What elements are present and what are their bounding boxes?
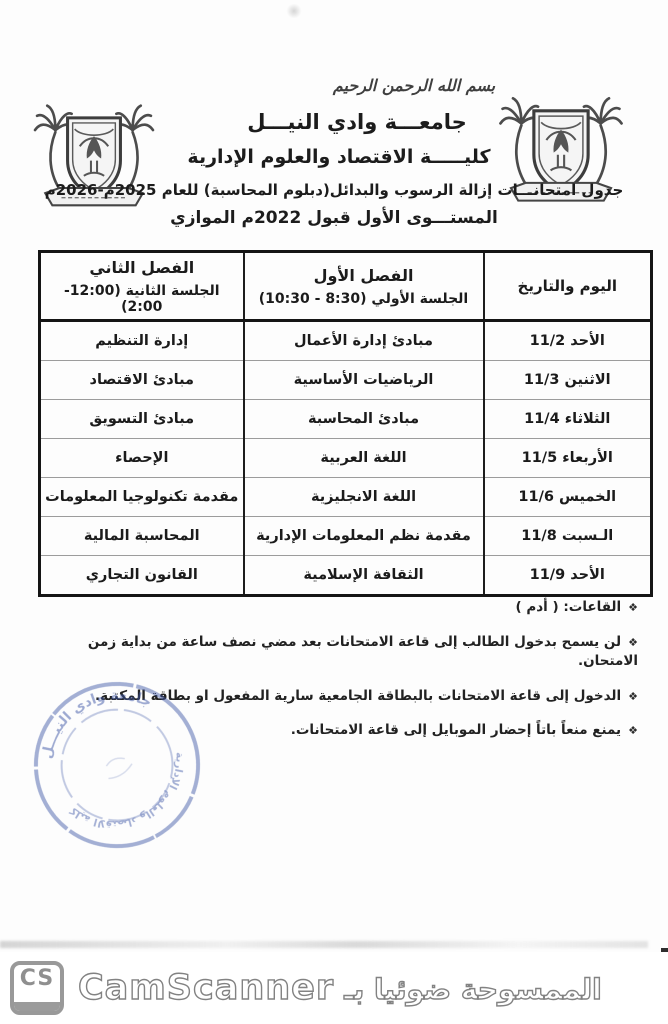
day-date-header-label: اليوم والتاريخ <box>517 277 617 295</box>
note-item: ❖ الدخول إلى قاعة الامتحانات بالبطاقة الج… <box>60 687 638 707</box>
session1-subject-cell: الثقافة الإسلامية <box>242 555 485 596</box>
note-item: ❖ يمنع منعاً باتاً إحضار الموبايل إلى قاع… <box>60 721 638 741</box>
note-text: لن يسمح بدخول الطالب إلى قاعة الامتحانات… <box>87 633 638 670</box>
camscanner-logo-icon: CS <box>10 961 64 1015</box>
note-text: الدخول إلى قاعة الامتحانات بالبطاقة الجا… <box>94 687 622 704</box>
day-date-cell: الـسبت 11/8 <box>482 516 653 556</box>
note-text: يمنع منعاً باتاً إحضار الموبايل إلى قاعة… <box>290 722 622 739</box>
session2-subject-cell: مبادئ الاقتصاد <box>38 360 245 400</box>
semester2-title: الفصل الثاني <box>89 257 195 277</box>
day-date-cell: الاثنين 11/3 <box>482 360 653 400</box>
session1-subject-cell: اللغة العربية <box>242 438 485 478</box>
day-date-cell: الأربعاء 11/5 <box>482 438 653 478</box>
diamond-bullet-icon: ❖ <box>628 724 638 738</box>
column-header-semester1: الفصل الأول الجلسة الأولي (8:30 - 10:30) <box>242 251 485 322</box>
session2-subject-cell: المحاسبة المالية <box>38 516 245 556</box>
session2-subject-cell: مبادئ التسويق <box>38 399 245 439</box>
bismillah-text: بسم الله الرحمن الرحيم <box>332 76 496 95</box>
table-row: الـسبت 11/8 مقدمة نظم المعلومات الإدارية… <box>38 516 653 556</box>
session1-subject-cell: مقدمة نظم المعلومات الإدارية <box>242 516 485 556</box>
camscanner-watermark-text: الممسوحة ضوئيا بـ CamScanner <box>77 967 602 1008</box>
camscanner-logo-letters: CS <box>19 966 55 991</box>
session2-subject-cell: الإحصاء <box>38 438 245 478</box>
semester1-title: الفصل الأول <box>313 265 414 285</box>
session2-subject-cell: القانون التجاري <box>38 555 245 596</box>
exam-schedule-table: اليوم والتاريخ الفصل الأول الجلسة الأولي… <box>38 250 653 597</box>
faculty-name: كليـــــة الاقتصاد والعلوم الإدارية <box>187 146 491 168</box>
schedule-title-line2: المستـــوى الأول قبول 2022م الموازي <box>170 208 498 228</box>
session2-subject-cell: إدارة التنظيم <box>38 320 245 361</box>
exam-notes-list: ❖القاعات: ( أدم ) ❖لن يسمح بدخول الطالب … <box>60 598 638 756</box>
day-date-cell: الثلاثاء 11/4 <box>482 399 653 439</box>
table-row: الخميس 11/6 اللغة الانجليزية مقدمة تكنول… <box>38 477 653 517</box>
diamond-bullet-icon: ❖ <box>628 689 638 703</box>
diamond-bullet-icon: ❖ <box>628 635 638 649</box>
session1-subject-cell: مبادئ المحاسبة <box>242 399 485 439</box>
table-header-row: اليوم والتاريخ الفصل الأول الجلسة الأولي… <box>38 251 653 322</box>
camscanner-app-name: CamScanner <box>77 967 335 1008</box>
stamp-arc-bottom-text: كلية الاقتصاد والعلوم الإدارية <box>65 746 206 853</box>
scan-smudge <box>286 4 302 18</box>
session2-subject-cell: مقدمة تكنولوجيا المعلومات <box>38 477 245 517</box>
camscanner-watermark-bar: CS الممسوحة ضوئيا بـ CamScanner <box>0 952 668 1024</box>
table-row: الثلاثاء 11/4 مبادئ المحاسبة مبادئ التسو… <box>38 399 653 439</box>
note-item: ❖ القاعات: ( أدم ) <box>60 598 638 618</box>
camscanner-logo-strip <box>14 1002 60 1011</box>
scanned-with-label: الممسوحة ضوئيا بـ <box>343 972 602 1006</box>
schedule-title-line1: جدول امتحانـــات إزالة الرسوب والبدائل(د… <box>44 181 624 199</box>
session1-subject-cell: الرياضيات الأساسية <box>242 360 485 400</box>
day-date-cell: الأحد 11/9 <box>482 555 653 596</box>
note-item: ❖لن يسمح بدخول الطالب إلى قاعة الامتحانا… <box>60 633 638 672</box>
table-row: الأحد 11/2 مبادئ إدارة الأعمال إدارة الت… <box>38 320 653 361</box>
column-header-semester2: الفصل الثاني الجلسة الثانية (12:00- 2:00… <box>38 251 245 322</box>
svg-text:كلية الاقتصاد والعلوم الإدارية: كلية الاقتصاد والعلوم الإدارية <box>65 746 206 853</box>
table-row: الأربعاء 11/5 اللغة العربية الإحصاء <box>38 438 653 478</box>
day-date-cell: الخميس 11/6 <box>482 477 653 517</box>
column-header-day-date: اليوم والتاريخ <box>482 251 653 322</box>
note-text: القاعات: ( أدم ) <box>515 599 622 615</box>
semester1-session-time: الجلسة الأولي (8:30 - 10:30) <box>258 290 469 307</box>
session1-subject-cell: مبادئ إدارة الأعمال <box>242 320 485 361</box>
university-name: جامعـــة وادي النيـــل <box>247 110 467 134</box>
scan-edge-smudge <box>0 941 648 948</box>
semester2-session-time: الجلسة الثانية (12:00- 2:00) <box>63 282 220 315</box>
table-row: الاثنين 11/3 الرياضيات الأساسية مبادئ ال… <box>38 360 653 400</box>
session1-subject-cell: اللغة الانجليزية <box>242 477 485 517</box>
table-row: الأحد 11/9 الثقافة الإسلامية القانون الت… <box>38 555 653 596</box>
university-stamp: جامعة وادي النيـــل كلية الاقتصاد والعلو… <box>23 666 206 853</box>
day-date-cell: الأحد 11/2 <box>482 320 653 361</box>
diamond-bullet-icon: ❖ <box>628 601 638 614</box>
